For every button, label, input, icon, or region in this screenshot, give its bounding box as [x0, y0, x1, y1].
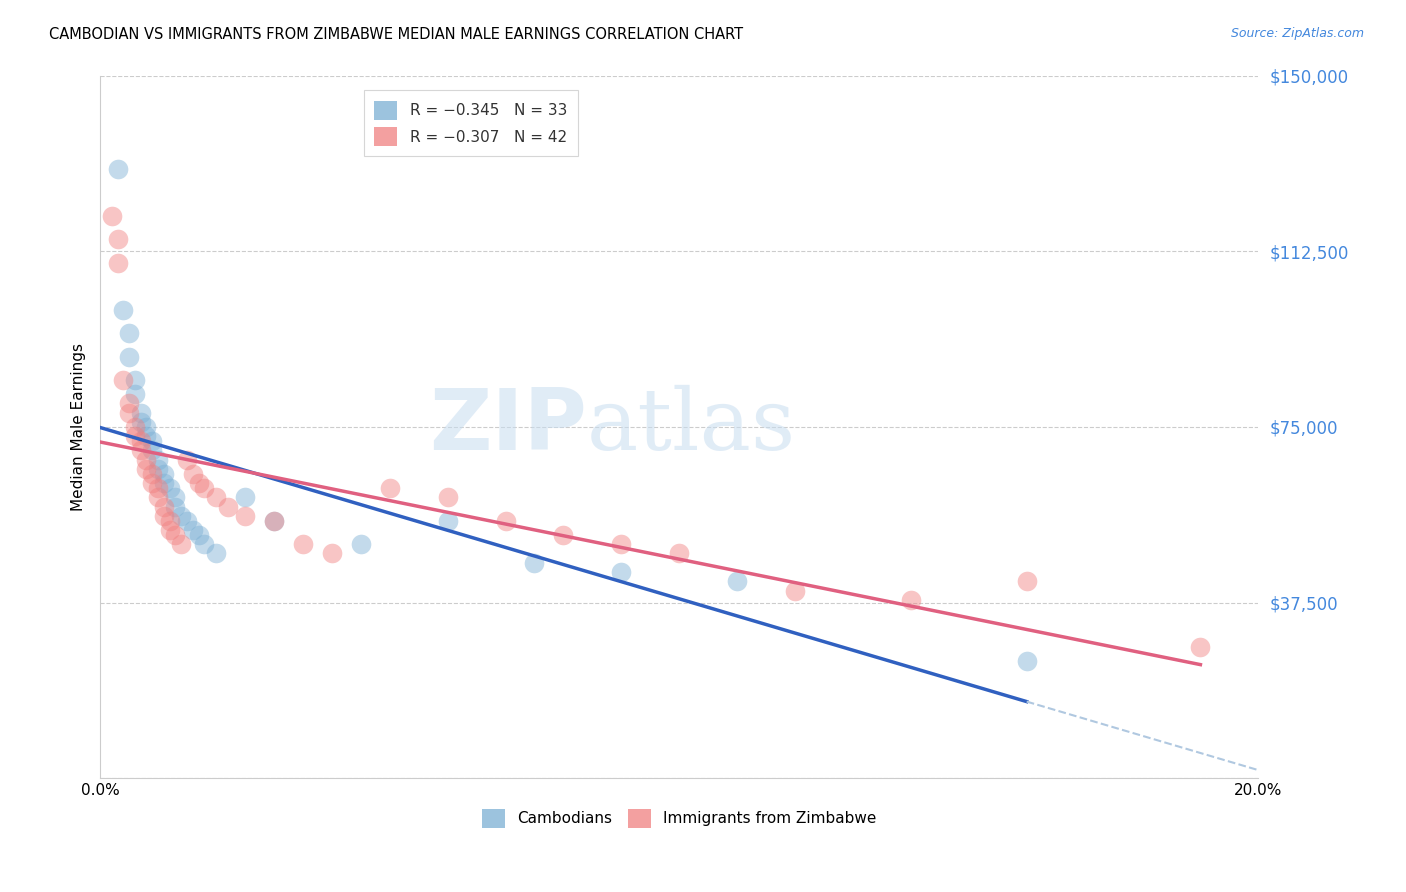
- Point: [233, 490, 256, 504]
- Point: [141, 476, 163, 491]
- Point: [153, 500, 176, 514]
- Point: [107, 256, 129, 270]
- Point: [129, 443, 152, 458]
- Point: [193, 537, 215, 551]
- Point: [321, 546, 343, 560]
- Text: Source: ZipAtlas.com: Source: ZipAtlas.com: [1230, 27, 1364, 40]
- Point: [146, 490, 169, 504]
- Point: [124, 420, 146, 434]
- Point: [193, 481, 215, 495]
- Point: [107, 162, 129, 177]
- Point: [159, 523, 181, 537]
- Point: [165, 490, 187, 504]
- Point: [124, 387, 146, 401]
- Text: CAMBODIAN VS IMMIGRANTS FROM ZIMBABWE MEDIAN MALE EARNINGS CORRELATION CHART: CAMBODIAN VS IMMIGRANTS FROM ZIMBABWE ME…: [49, 27, 744, 42]
- Point: [217, 500, 239, 514]
- Text: ZIP: ZIP: [429, 385, 586, 468]
- Point: [129, 406, 152, 420]
- Point: [165, 527, 187, 541]
- Point: [146, 462, 169, 476]
- Point: [107, 232, 129, 246]
- Point: [553, 527, 575, 541]
- Point: [135, 420, 157, 434]
- Point: [350, 537, 373, 551]
- Point: [233, 508, 256, 523]
- Point: [124, 373, 146, 387]
- Point: [112, 302, 135, 317]
- Point: [153, 476, 176, 491]
- Point: [135, 452, 157, 467]
- Point: [141, 467, 163, 481]
- Point: [610, 565, 633, 579]
- Point: [129, 415, 152, 429]
- Point: [153, 467, 176, 481]
- Point: [118, 350, 141, 364]
- Point: [135, 429, 157, 443]
- Point: [205, 490, 228, 504]
- Point: [495, 514, 517, 528]
- Point: [141, 443, 163, 458]
- Point: [783, 583, 806, 598]
- Point: [610, 537, 633, 551]
- Point: [436, 490, 458, 504]
- Point: [159, 481, 181, 495]
- Point: [176, 514, 198, 528]
- Point: [135, 462, 157, 476]
- Point: [378, 481, 401, 495]
- Text: atlas: atlas: [586, 385, 796, 468]
- Point: [181, 523, 204, 537]
- Point: [900, 593, 922, 607]
- Point: [263, 514, 285, 528]
- Point: [1189, 640, 1212, 654]
- Point: [118, 326, 141, 341]
- Point: [129, 434, 152, 448]
- Point: [523, 556, 546, 570]
- Point: [291, 537, 314, 551]
- Point: [1015, 654, 1038, 668]
- Point: [170, 508, 193, 523]
- Point: [124, 429, 146, 443]
- Point: [668, 546, 690, 560]
- Point: [205, 546, 228, 560]
- Point: [165, 500, 187, 514]
- Legend: Cambodians, Immigrants from Zimbabwe: Cambodians, Immigrants from Zimbabwe: [477, 803, 883, 834]
- Point: [436, 514, 458, 528]
- Point: [118, 396, 141, 410]
- Point: [1015, 574, 1038, 589]
- Point: [112, 373, 135, 387]
- Y-axis label: Median Male Earnings: Median Male Earnings: [72, 343, 86, 511]
- Point: [153, 508, 176, 523]
- Point: [176, 452, 198, 467]
- Point: [141, 434, 163, 448]
- Point: [181, 467, 204, 481]
- Point: [725, 574, 748, 589]
- Point: [263, 514, 285, 528]
- Point: [187, 476, 209, 491]
- Point: [187, 527, 209, 541]
- Point: [118, 406, 141, 420]
- Point: [100, 209, 122, 223]
- Point: [159, 514, 181, 528]
- Point: [170, 537, 193, 551]
- Point: [146, 481, 169, 495]
- Point: [146, 452, 169, 467]
